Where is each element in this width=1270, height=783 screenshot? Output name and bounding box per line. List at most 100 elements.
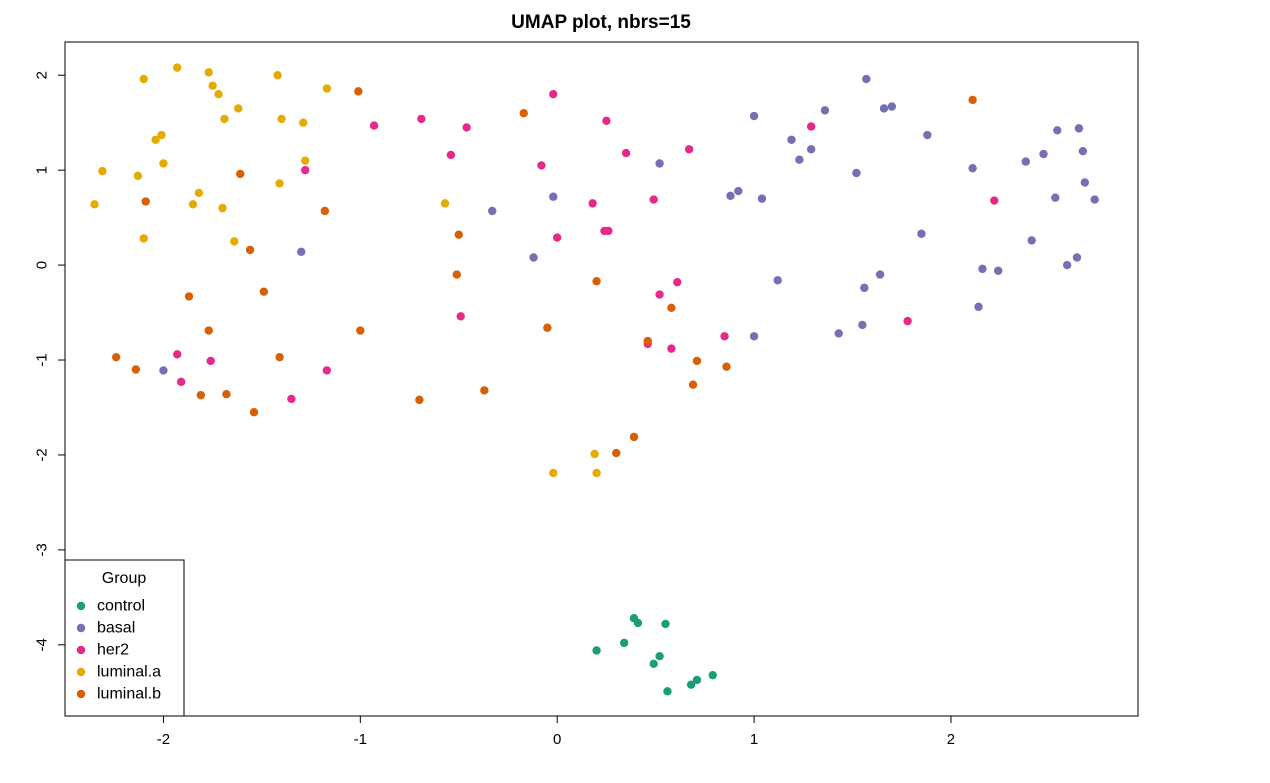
point-her2 xyxy=(903,316,912,326)
point-luminal-a xyxy=(173,63,182,72)
point-luminal-b xyxy=(259,287,269,296)
point-basal xyxy=(923,130,932,140)
point-basal xyxy=(994,266,1003,275)
point-luminal-a xyxy=(157,130,166,140)
point-control xyxy=(692,675,702,685)
y-tick-label: 2 xyxy=(34,71,51,79)
legend-swatch-luminal-b xyxy=(76,689,86,699)
series-luminal-a xyxy=(90,63,601,478)
point-luminal-b xyxy=(354,87,363,96)
point-luminal-b xyxy=(415,395,424,405)
point-her2 xyxy=(322,366,332,375)
point-luminal-b xyxy=(692,356,702,366)
legend-swatch-basal xyxy=(76,623,86,633)
point-luminal-a xyxy=(214,90,223,99)
point-basal xyxy=(862,74,871,84)
point-luminal-b xyxy=(454,230,463,239)
point-her2 xyxy=(369,121,379,130)
legend-swatch-luminal-a xyxy=(76,667,86,677)
plot-frame xyxy=(64,41,1139,717)
point-luminal-a xyxy=(90,200,99,209)
point-luminal-a xyxy=(188,200,198,209)
y-tick-label: -4 xyxy=(34,638,51,651)
point-basal xyxy=(749,332,759,341)
point-basal xyxy=(1053,126,1062,135)
point-basal xyxy=(974,302,983,312)
legend-label-basal: basal xyxy=(97,620,135,637)
legend-title: Group xyxy=(102,570,147,587)
point-basal xyxy=(1021,157,1030,166)
point-her2 xyxy=(300,165,310,175)
point-control xyxy=(663,687,672,696)
point-luminal-a xyxy=(98,166,107,176)
point-luminal-b xyxy=(480,386,489,395)
legend-label-luminal-a: luminal.a xyxy=(97,664,161,681)
point-control xyxy=(592,646,601,655)
y-tick-label: -2 xyxy=(34,448,51,461)
legend-box xyxy=(64,559,185,717)
y-tick-label: 0 xyxy=(34,261,51,269)
point-basal xyxy=(749,111,759,121)
series-basal xyxy=(159,74,1099,375)
point-luminal-a xyxy=(220,114,229,124)
x-tick-label: -2 xyxy=(157,731,170,748)
point-basal xyxy=(968,164,977,173)
point-luminal-a xyxy=(230,237,239,246)
point-basal xyxy=(159,366,168,375)
point-basal xyxy=(529,253,538,262)
point-luminal-a xyxy=(139,234,148,243)
point-luminal-b xyxy=(356,326,365,335)
x-tick-label: 0 xyxy=(553,731,561,748)
y-axis: -4 -3 -2 -1 0 1 2 xyxy=(34,71,66,651)
point-her2 xyxy=(417,114,426,124)
point-basal xyxy=(1080,178,1090,187)
point-basal xyxy=(297,247,306,256)
point-basal xyxy=(1074,124,1084,133)
point-basal xyxy=(787,135,796,144)
point-her2 xyxy=(176,377,186,387)
point-basal xyxy=(1078,146,1088,156)
point-basal xyxy=(806,145,816,154)
point-basal xyxy=(834,329,843,338)
point-luminal-a xyxy=(590,449,599,459)
x-tick-label: 2 xyxy=(947,731,955,748)
point-basal xyxy=(795,155,804,164)
point-luminal-a xyxy=(273,71,282,80)
point-basal xyxy=(1039,149,1048,159)
point-luminal-a xyxy=(218,203,227,213)
y-tick-label: -3 xyxy=(34,543,51,556)
point-basal xyxy=(655,159,664,168)
x-tick-label: -1 xyxy=(354,731,367,748)
point-her2 xyxy=(553,233,562,242)
point-basal xyxy=(879,104,889,113)
point-her2 xyxy=(456,312,465,321)
point-control xyxy=(649,659,658,668)
y-tick-label: 1 xyxy=(34,166,51,174)
x-tick-label: 1 xyxy=(750,731,758,748)
legend-label-her2: her2 xyxy=(97,642,129,659)
point-luminal-b xyxy=(452,270,461,279)
point-her2 xyxy=(684,145,694,154)
point-basal xyxy=(1051,193,1060,202)
point-basal xyxy=(860,283,869,293)
point-her2 xyxy=(537,161,546,170)
point-luminal-b xyxy=(204,326,213,335)
point-control xyxy=(655,651,664,661)
point-luminal-a xyxy=(208,81,217,90)
point-basal xyxy=(549,192,558,201)
point-luminal-a xyxy=(322,84,332,93)
point-basal xyxy=(887,102,897,111)
point-luminal-b xyxy=(629,432,639,442)
point-luminal-a xyxy=(133,171,143,181)
point-luminal-b xyxy=(141,197,150,206)
point-luminal-b xyxy=(131,365,141,374)
point-basal xyxy=(773,276,782,285)
point-her2 xyxy=(602,116,611,125)
x-axis: -2 -1 0 1 2 xyxy=(157,715,955,748)
series-her2 xyxy=(173,90,999,404)
point-luminal-b xyxy=(275,352,284,362)
point-basal xyxy=(1072,253,1082,262)
point-luminal-a xyxy=(275,179,284,188)
point-basal xyxy=(820,106,830,115)
legend-label-control: control xyxy=(97,598,145,615)
